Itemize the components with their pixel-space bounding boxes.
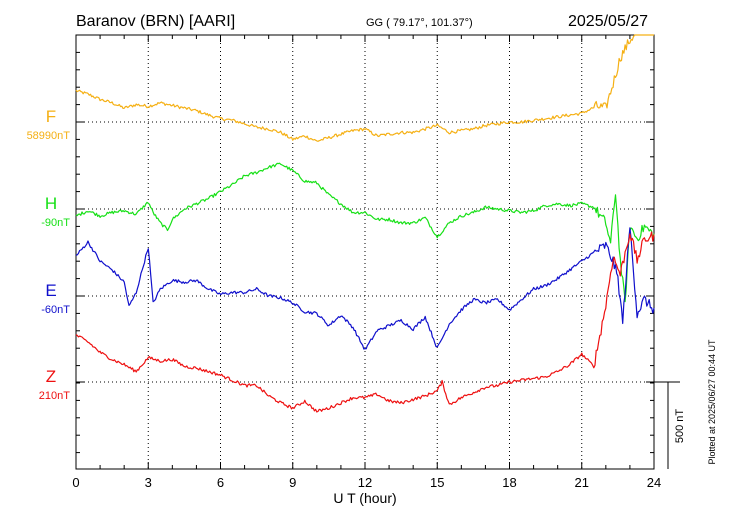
series-name-F: F bbox=[46, 107, 56, 126]
trace-H bbox=[75, 162, 655, 303]
trace-Z bbox=[75, 231, 655, 413]
x-tick-labels: 0 3 6 9 12 15 18 21 24 bbox=[72, 475, 661, 490]
station-title: Baranov (BRN) [AARI] bbox=[76, 13, 235, 30]
x-tick-label: 6 bbox=[217, 475, 224, 490]
chart-date: 2025/05/27 bbox=[568, 13, 648, 30]
x-tick-label: 9 bbox=[289, 475, 296, 490]
scale-bar: 500 nT bbox=[654, 381, 686, 469]
series-traces bbox=[75, 34, 655, 413]
series-name-Z: Z bbox=[46, 367, 56, 386]
series-labels: F 58990nT H -90nT E -60nT Z 210nT bbox=[27, 107, 71, 402]
x-tick-label: 0 bbox=[72, 475, 79, 490]
trace-E bbox=[75, 227, 655, 350]
x-tick-label: 12 bbox=[358, 475, 372, 490]
series-name-H: H bbox=[45, 194, 57, 213]
series-name-E: E bbox=[45, 281, 56, 300]
gridlines bbox=[76, 35, 654, 469]
series-baseline-H: -90nT bbox=[41, 217, 70, 229]
geo-coords: GG ( 79.17°, 101.37°) bbox=[366, 17, 473, 29]
series-baseline-F: 58990nT bbox=[27, 130, 71, 142]
trace-F bbox=[75, 34, 654, 142]
x-axis-label: U T (hour) bbox=[333, 490, 396, 506]
plotted-at-note: Plotted at 2025/06/27 00:44 UT bbox=[707, 339, 717, 465]
x-tick-label: 3 bbox=[145, 475, 152, 490]
axis-ticks bbox=[75, 35, 655, 469]
scale-bar-label: 500 nT bbox=[674, 409, 686, 444]
series-baseline-E: -60nT bbox=[41, 304, 70, 316]
x-tick-label: 24 bbox=[647, 475, 661, 490]
series-baseline-Z: 210nT bbox=[39, 390, 70, 402]
x-tick-label: 15 bbox=[430, 475, 444, 490]
x-tick-label: 18 bbox=[502, 475, 516, 490]
x-tick-label: 21 bbox=[575, 475, 589, 490]
